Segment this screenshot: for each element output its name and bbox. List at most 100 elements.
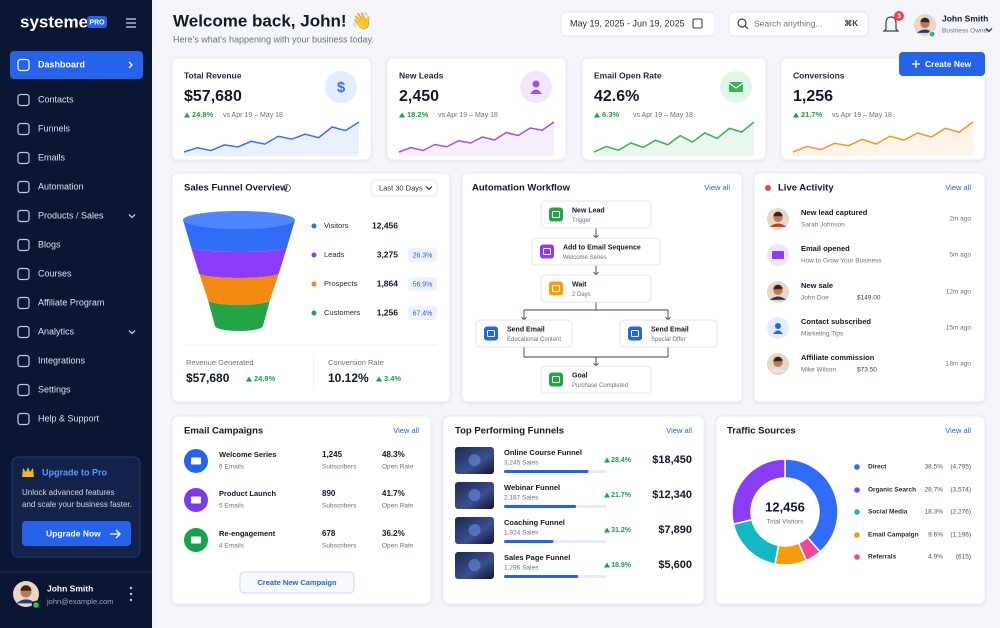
nav-item[interactable]: Courses bbox=[38, 268, 72, 278]
avatar-body bbox=[769, 296, 787, 300]
nav-item[interactable]: Dashboard bbox=[38, 59, 85, 69]
sparkline-area bbox=[184, 122, 359, 156]
nav-item[interactable]: Automation bbox=[38, 181, 84, 191]
campaign-open-rate: 36.2% bbox=[382, 529, 405, 538]
view-all-link[interactable]: View all bbox=[945, 183, 971, 192]
chevron bbox=[128, 330, 136, 335]
legend-value: 4.9% bbox=[928, 554, 943, 561]
nav-icon bbox=[17, 151, 30, 165]
metric-label: Revenue Generated bbox=[186, 358, 254, 367]
date-range: May 19, 2025 - Jun 19, 2025 bbox=[570, 18, 685, 28]
stage-name: Leads bbox=[324, 250, 345, 259]
nav-item[interactable]: Affiliate Program bbox=[38, 297, 104, 307]
card-title: Traffic Sources bbox=[727, 426, 796, 437]
donut-total-label: Total Visitors bbox=[767, 519, 804, 526]
node-title: Wait bbox=[572, 281, 587, 288]
up-arrow bbox=[399, 112, 405, 118]
nav-item[interactable]: Analytics bbox=[38, 326, 75, 336]
stat-card bbox=[581, 57, 767, 161]
funnel-change: 18.9% bbox=[611, 562, 632, 569]
search-placeholder: Search anything... bbox=[754, 18, 823, 28]
search-box[interactable] bbox=[728, 11, 869, 37]
nav-item[interactable]: Settings bbox=[38, 384, 71, 394]
stage-pct-badge bbox=[408, 306, 437, 320]
online-dot bbox=[928, 30, 936, 38]
sparkline bbox=[183, 121, 360, 153]
legend-dot bbox=[854, 509, 860, 515]
funnel-change: 21.7% bbox=[611, 492, 632, 499]
nav-item[interactable]: Products / Sales bbox=[38, 210, 104, 220]
campaign-subscribers-label: Subscribers bbox=[322, 464, 357, 471]
nav-active[interactable] bbox=[10, 51, 143, 79]
campaign-open-rate: 41.7% bbox=[382, 489, 405, 498]
nav-item[interactable]: Integrations bbox=[38, 355, 86, 365]
activity-sub: How to Grow Your Business bbox=[801, 258, 882, 265]
up-arrow bbox=[604, 457, 610, 463]
up-arrow bbox=[246, 376, 252, 382]
upgrade-button-text[interactable]: Upgrade Now bbox=[46, 528, 101, 538]
avatar-hair bbox=[773, 284, 783, 290]
metric-change: 24.8% bbox=[254, 374, 276, 383]
nav-item[interactable]: Funnels bbox=[38, 123, 71, 133]
funnel-thumbnail bbox=[455, 552, 494, 579]
avatar-body bbox=[769, 368, 787, 372]
stage-dot bbox=[311, 310, 317, 316]
online-dot bbox=[31, 600, 41, 610]
funnel-name: Coaching Funnel bbox=[504, 518, 565, 527]
campaign-emails: 5 Emails bbox=[219, 503, 245, 510]
stage-value: 1,864 bbox=[377, 278, 399, 288]
upgrade-button[interactable] bbox=[22, 521, 131, 546]
node-icon bbox=[549, 372, 563, 387]
card-title: Automation Workflow bbox=[472, 183, 571, 194]
nav-item[interactable]: Blogs bbox=[38, 239, 61, 249]
campaign-name: Product Launch bbox=[219, 489, 277, 498]
period-select[interactable] bbox=[370, 179, 438, 197]
create-campaign-button[interactable] bbox=[239, 571, 355, 594]
stage-value: 1,256 bbox=[377, 307, 399, 317]
thumbnail-glow bbox=[468, 454, 481, 466]
funnel-layer bbox=[208, 300, 270, 331]
legend-count: (3,574) bbox=[950, 487, 971, 494]
view-all-link[interactable]: View all bbox=[945, 426, 971, 435]
nav-icon bbox=[17, 325, 30, 339]
node-title: Goal bbox=[572, 372, 588, 379]
workflow-node bbox=[531, 237, 661, 266]
date-picker[interactable] bbox=[560, 11, 716, 37]
create-campaign-text[interactable]: Create New Campaign bbox=[257, 578, 337, 587]
campaign-icon-glyph bbox=[191, 496, 201, 504]
campaign-subscribers-label: Subscribers bbox=[322, 543, 357, 550]
header-user-role: Business Owner bbox=[942, 28, 990, 35]
stat-icon-glyph bbox=[532, 80, 540, 88]
view-all-link[interactable]: View all bbox=[393, 426, 419, 435]
view-all-link[interactable]: View all bbox=[704, 183, 730, 192]
notification-badge bbox=[894, 11, 904, 21]
page-subtitle: Here's what's happening with your busine… bbox=[173, 34, 374, 44]
legend-count: (615) bbox=[956, 554, 971, 561]
nav-item[interactable]: Contacts bbox=[38, 94, 74, 104]
funnel-revenue: $18,450 bbox=[652, 454, 692, 466]
more-icon bbox=[129, 586, 133, 590]
workflow-node bbox=[540, 365, 652, 394]
search-shortcut: ⌘K bbox=[844, 19, 858, 28]
nav-icon bbox=[17, 209, 30, 223]
create-button-text[interactable]: Create New bbox=[925, 59, 972, 69]
node-title: Send Email bbox=[507, 326, 545, 333]
funnel-change: 28.4% bbox=[611, 457, 632, 464]
bell-icon[interactable] bbox=[882, 16, 900, 32]
stat-change: 21.7% bbox=[801, 110, 823, 119]
view-all-link[interactable]: View all bbox=[666, 426, 692, 435]
activity-sub: Marketing Tips bbox=[801, 331, 844, 338]
user-email: john@example.com bbox=[46, 597, 113, 606]
more-icon bbox=[129, 592, 133, 596]
workflow-node bbox=[619, 319, 718, 348]
stat-label: Conversions bbox=[793, 70, 845, 80]
node-sub: Trigger bbox=[572, 218, 591, 224]
nav-icon bbox=[17, 180, 30, 194]
nav-item[interactable]: Emails bbox=[38, 152, 66, 162]
thumbnail-glow bbox=[468, 524, 481, 536]
funnel-thumbnail bbox=[455, 447, 494, 474]
pro-badge bbox=[87, 16, 107, 28]
create-button[interactable] bbox=[899, 52, 985, 76]
nav-item[interactable]: Help & Support bbox=[38, 413, 100, 423]
